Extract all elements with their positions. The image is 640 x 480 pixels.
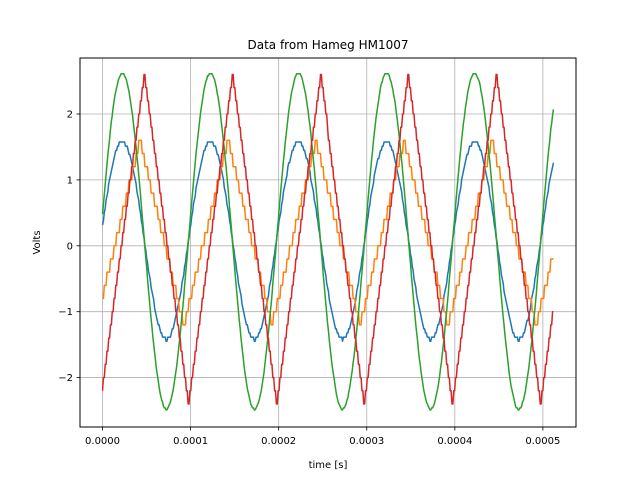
x-tick-label: 0.0005 bbox=[525, 436, 560, 447]
series-line-1 bbox=[101, 141, 555, 343]
series-line-4 bbox=[101, 73, 554, 405]
y-axis-label: Volts bbox=[32, 230, 43, 254]
x-tick-label: 0.0001 bbox=[173, 436, 208, 447]
y-tick-label: −1 bbox=[58, 307, 73, 318]
series-line-3 bbox=[101, 73, 555, 411]
x-axis: 0.0000 0.0001 0.0002 0.0003 0.0004 0.0005 bbox=[85, 427, 560, 447]
grid bbox=[80, 58, 576, 427]
x-tick-label: 0.0002 bbox=[261, 436, 296, 447]
series-layer bbox=[101, 73, 555, 411]
x-axis-label: time [s] bbox=[309, 460, 348, 471]
y-tick-label: 1 bbox=[67, 175, 73, 186]
chart-title: Data from Hameg HM1007 bbox=[247, 38, 408, 52]
x-tick-label: 0.0000 bbox=[85, 436, 120, 447]
plot-frame bbox=[79, 57, 577, 428]
y-axis: −2 −1 0 1 2 bbox=[58, 110, 80, 384]
x-tick-label: 0.0004 bbox=[437, 436, 472, 447]
y-tick-label: −2 bbox=[58, 373, 73, 384]
x-tick-label: 0.0003 bbox=[349, 436, 384, 447]
y-tick-label: 0 bbox=[67, 241, 73, 252]
series-line-2 bbox=[102, 139, 554, 326]
y-tick-label: 2 bbox=[67, 110, 73, 121]
